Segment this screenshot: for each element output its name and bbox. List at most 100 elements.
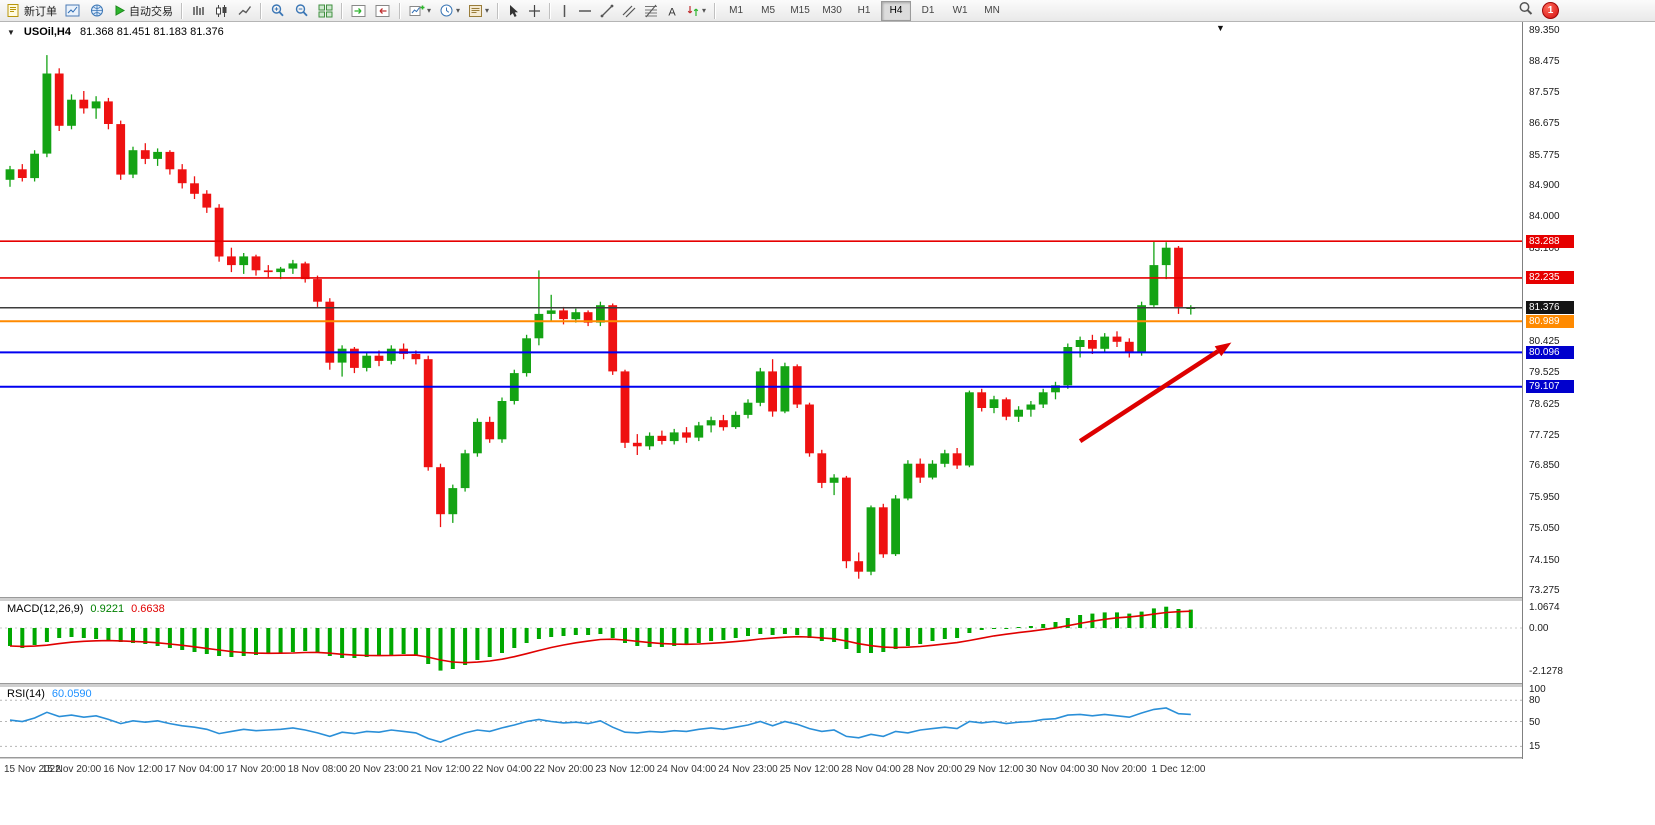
templates-dropdown[interactable]: ▾: [464, 0, 493, 22]
chartshift-icon: [375, 4, 391, 18]
macd-signal-line: [9, 610, 1191, 664]
timeframe-m30[interactable]: M30: [822, 5, 842, 16]
time-axis-separator: [0, 757, 1655, 760]
time-axis-label: 24 Nov 04:00: [656, 764, 717, 775]
candlestick-chart[interactable]: [0, 22, 1522, 597]
toolbar-separator: [497, 2, 500, 19]
ohlc-values: 81.368 81.451 81.183 81.376: [80, 26, 224, 38]
collapse-icon[interactable]: ▼: [7, 27, 15, 37]
axis-scale-label: 89.350: [1529, 25, 1560, 36]
timeframe-m15[interactable]: M15: [790, 5, 810, 16]
macd-main-value: 0.9221: [90, 603, 125, 615]
trendline-button[interactable]: [596, 0, 618, 22]
horizontal-lines-layer[interactable]: [0, 240, 1522, 388]
axis-scale-label: 15: [1529, 741, 1541, 753]
toolbar-separator: [181, 2, 183, 19]
time-axis-label: 22 Nov 04:00: [472, 764, 532, 775]
timeframe-m5[interactable]: M5: [761, 5, 776, 16]
axis-scale-label: 78.625: [1529, 398, 1560, 410]
time-axis-label: 30 Nov 20:00: [1087, 764, 1147, 775]
time-axis-label: 17 Nov 20:00: [226, 764, 286, 775]
zoom-in-button[interactable]: [266, 0, 290, 22]
chevron-down-icon: ▾: [427, 6, 432, 15]
channel-icon: [622, 4, 636, 18]
rsi-chart[interactable]: [0, 686, 1522, 757]
rsi-pane[interactable]: [0, 686, 1522, 757]
auto-trading-button-label: 自动交易: [129, 5, 173, 18]
rsi-label-row: RSI(14) 60.0590: [7, 688, 92, 700]
text-label-button[interactable]: A: [662, 0, 682, 22]
symbol-timeframe-label: USOil,H4: [23, 26, 71, 38]
navigator-button[interactable]: [85, 0, 109, 22]
chevron-down-icon: ▾: [485, 6, 490, 15]
toolbar-right-group: 1: [1518, 1, 1559, 21]
timeframe-mn[interactable]: MN: [984, 5, 1000, 16]
line-chart-button[interactable]: [233, 0, 256, 22]
time-axis-label: 28 Nov 04:00: [841, 764, 901, 775]
rsi-line: [9, 707, 1191, 743]
zoom-out-button[interactable]: [290, 0, 314, 22]
channel-button[interactable]: [618, 0, 640, 22]
timeframe-m1[interactable]: M1: [729, 5, 744, 16]
svg-text:A: A: [668, 6, 676, 18]
candles-icon: [214, 4, 229, 18]
time-axis-label: 22 Nov 20:00: [533, 764, 594, 775]
macd-indicator-label: MACD(12,26,9): [7, 603, 84, 615]
auto-trading-button[interactable]: 自动交易: [109, 0, 177, 22]
chart-title: ▼ USOil,H4 81.368 81.451 81.183 81.376: [7, 26, 224, 38]
timeframe-w1[interactable]: W1: [952, 5, 968, 16]
chart-shift-button[interactable]: [371, 0, 395, 22]
indicators-dropdown[interactable]: ▾: [405, 0, 435, 22]
macd-label-row: MACD(12,26,9) 0.9221 0.6638: [7, 603, 165, 615]
arrows-dropdown[interactable]: ▾: [682, 0, 710, 22]
tline-icon: [600, 4, 614, 18]
candlestick-chart-button[interactable]: [210, 0, 233, 22]
time-axis-label: 15 Nov 20:00: [41, 764, 102, 775]
auto-scroll-button[interactable]: [347, 0, 371, 22]
time-axis-label: 17 Nov 04:00: [164, 764, 225, 775]
time-axis-label: 18 Nov 08:00: [287, 764, 348, 775]
macd-pane[interactable]: [0, 600, 1522, 683]
toolbar-buttons: 新订单 自动交易 ▾ ▾ ▾ A ▾ M1 M5 M15 M30 H1 H4 D1 W1 MN: [2, 0, 1008, 22]
globe-icon: [89, 3, 105, 18]
axis-scale-label: -2.1278: [1529, 665, 1563, 677]
chevron-down-icon: ▾: [456, 6, 461, 15]
axis-scale-label: 76.850: [1529, 460, 1560, 472]
bar-chart-button[interactable]: [187, 0, 210, 22]
tile-icon: [318, 4, 333, 18]
pane-splitter-rsi[interactable]: [0, 683, 1655, 687]
periods-dropdown[interactable]: ▾: [435, 0, 464, 22]
vertical-line-button[interactable]: [555, 0, 574, 22]
timeframe-d1[interactable]: D1: [921, 5, 935, 16]
market-watch-button[interactable]: [61, 0, 85, 22]
macd-chart[interactable]: [0, 600, 1522, 683]
hline-price-box: 80.096: [1526, 345, 1574, 359]
rsi-level-lines: [0, 699, 1522, 747]
new-order-button[interactable]: 新订单: [2, 0, 61, 22]
trend-arrow-annotation[interactable]: [1078, 342, 1232, 443]
time-axis-label: 24 Nov 23:00: [718, 764, 778, 775]
scroll-to-end-marker[interactable]: ▼: [1216, 23, 1225, 33]
doc-icon: [6, 3, 21, 18]
crosshair-button[interactable]: [524, 0, 545, 22]
main-chart-pane[interactable]: [0, 22, 1522, 597]
horizontal-line-button[interactable]: [574, 0, 596, 22]
axis-scale-label: 85.775: [1529, 149, 1560, 161]
timeframe-h1[interactable]: H1: [857, 5, 871, 16]
timeframe-h4[interactable]: H4: [881, 0, 912, 21]
fibonacci-button[interactable]: [640, 0, 662, 22]
bars-icon: [191, 4, 206, 18]
hline-price-box: 81.376: [1526, 301, 1574, 315]
price-axis[interactable]: 89.350 88.475 87.575 86.675 85.775 84.900 84.0…: [1522, 22, 1655, 759]
axis-scale-label: 83.100: [1529, 242, 1560, 254]
axis-scale-label: 1.0674: [1529, 601, 1560, 613]
tile-windows-button[interactable]: [314, 0, 337, 22]
notification-badge[interactable]: 1: [1542, 2, 1559, 19]
pane-splitter-macd[interactable]: [0, 597, 1655, 601]
time-axis[interactable]: 15 Nov 2022 15 Nov 20:00 16 Nov 12:00 17 No…: [0, 759, 1655, 825]
rsi-value: 60.0590: [51, 688, 92, 700]
clock-icon: [439, 3, 454, 18]
search-icon[interactable]: [1518, 1, 1534, 21]
cursor-button[interactable]: [503, 0, 524, 22]
